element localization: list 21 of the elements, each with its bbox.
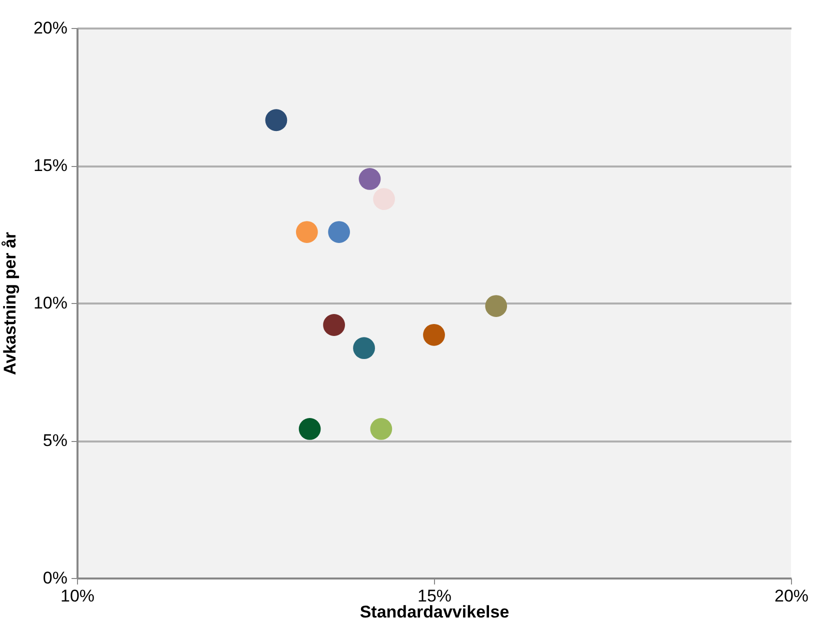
x-tick-label: 20% [774,586,809,606]
point [370,418,392,440]
y-tick-label: 10% [33,294,68,312]
y-tick-label: 5% [42,431,68,450]
point [358,168,381,190]
point [353,337,375,360]
x-tick-label: 15% [417,586,452,606]
y-tick-label: 15% [33,156,68,175]
point [323,314,345,336]
y-tick-label: 20% [33,18,68,38]
point [296,221,318,243]
y-tick-label: 0% [42,568,68,588]
x-tick-label: 10% [60,586,95,606]
point [298,418,321,440]
point [265,109,288,132]
x-axis-title: Standardavvikelse [360,602,510,620]
point [328,221,350,243]
point [423,324,445,346]
y-axis-title: Avkastning per år [0,232,20,375]
point [485,295,508,317]
point [373,188,395,210]
